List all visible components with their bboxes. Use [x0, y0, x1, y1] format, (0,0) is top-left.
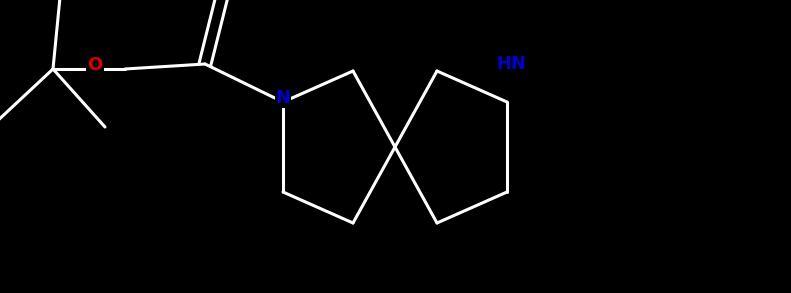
Text: HN: HN	[496, 55, 526, 73]
Text: O: O	[87, 56, 103, 74]
Text: N: N	[275, 89, 290, 107]
